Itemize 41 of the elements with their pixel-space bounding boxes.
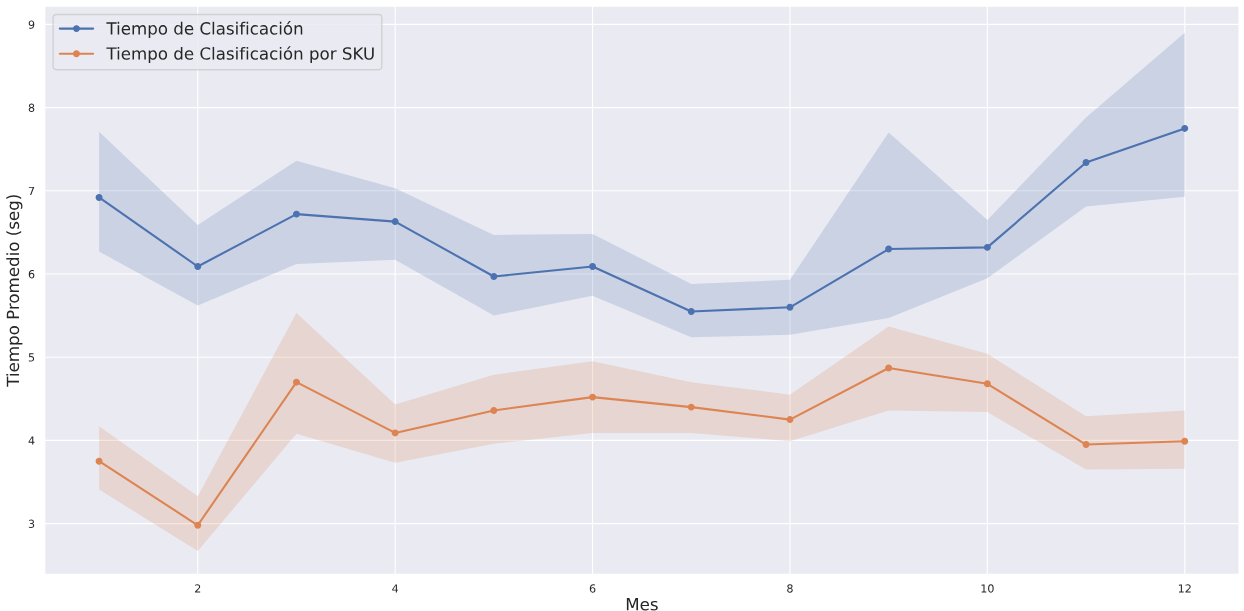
point — [292, 210, 300, 218]
x-tick-label: 4 — [392, 584, 399, 593]
point — [1082, 441, 1090, 449]
point — [490, 273, 498, 280]
x-tick-label: 6 — [589, 584, 596, 593]
point — [1082, 159, 1090, 166]
y-tick-label: 5 — [28, 353, 35, 362]
point — [194, 521, 202, 529]
x-tick-label: 8 — [787, 584, 793, 593]
y-tick-label: 3 — [28, 519, 35, 528]
y-tick-label: 7 — [28, 186, 35, 196]
point — [95, 193, 103, 201]
point — [194, 263, 202, 270]
point — [589, 263, 597, 270]
point — [687, 307, 695, 315]
y-tick-label: 8 — [28, 103, 35, 112]
point — [885, 364, 893, 372]
x-tick-label: 10 — [981, 584, 994, 593]
y-tick-label: 4 — [28, 436, 35, 445]
y-axis-title: Tiempo Promedio (seg) — [6, 195, 23, 387]
y-tick-label: 6 — [28, 269, 35, 279]
point — [983, 243, 991, 251]
point — [885, 245, 893, 253]
x-tick-label: 2 — [195, 584, 201, 593]
point — [786, 303, 794, 311]
point — [391, 218, 399, 226]
legend-label: Tiempo de Clasificación por SKU — [106, 46, 374, 64]
x-tick-label: 12 — [1178, 584, 1191, 593]
point — [391, 429, 399, 437]
y-tick-label: 9 — [28, 20, 35, 29]
point — [983, 380, 991, 388]
point — [1181, 437, 1189, 445]
point — [490, 406, 498, 414]
x-axis-title: Mes — [626, 598, 658, 611]
point — [687, 403, 695, 411]
point — [292, 378, 300, 386]
point — [786, 416, 794, 424]
point — [95, 457, 103, 465]
legend-label: Tiempo de Clasificación — [106, 21, 303, 38]
point — [1181, 124, 1189, 132]
point — [589, 393, 597, 401]
